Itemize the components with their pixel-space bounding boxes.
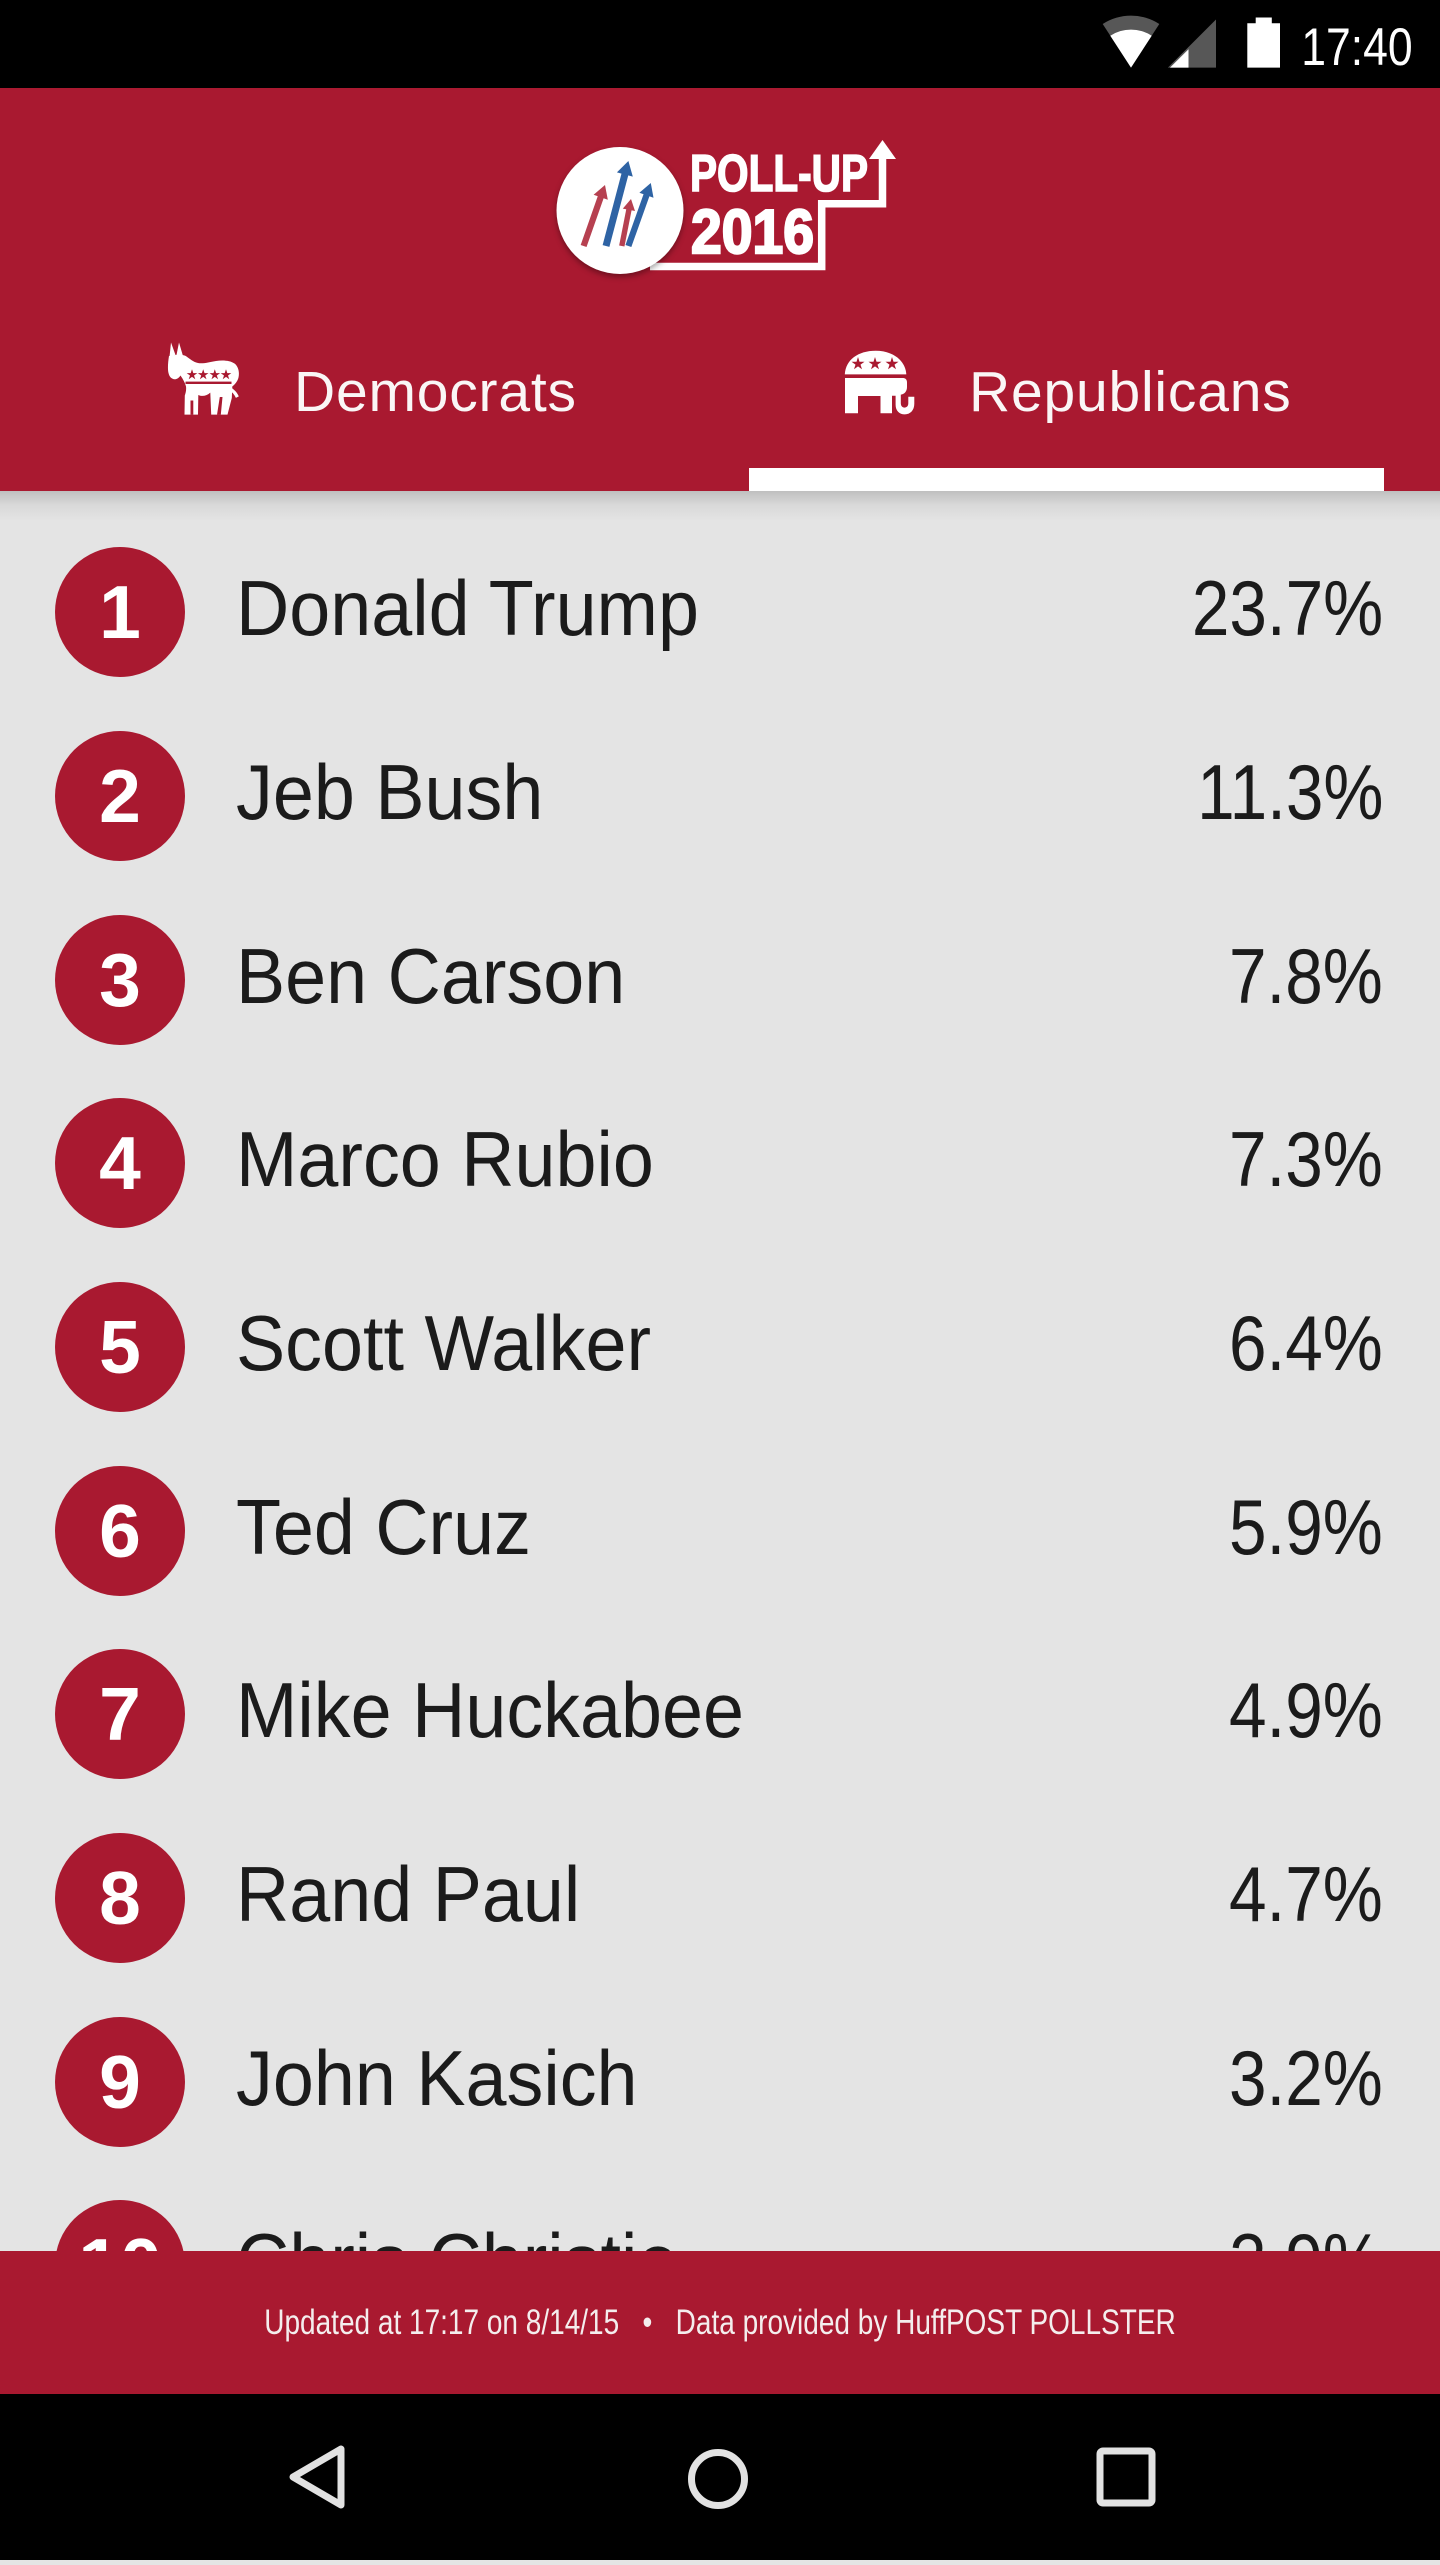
svg-text:POLL-UP: POLL-UP: [690, 145, 868, 203]
svg-text:2016: 2016: [691, 198, 814, 267]
